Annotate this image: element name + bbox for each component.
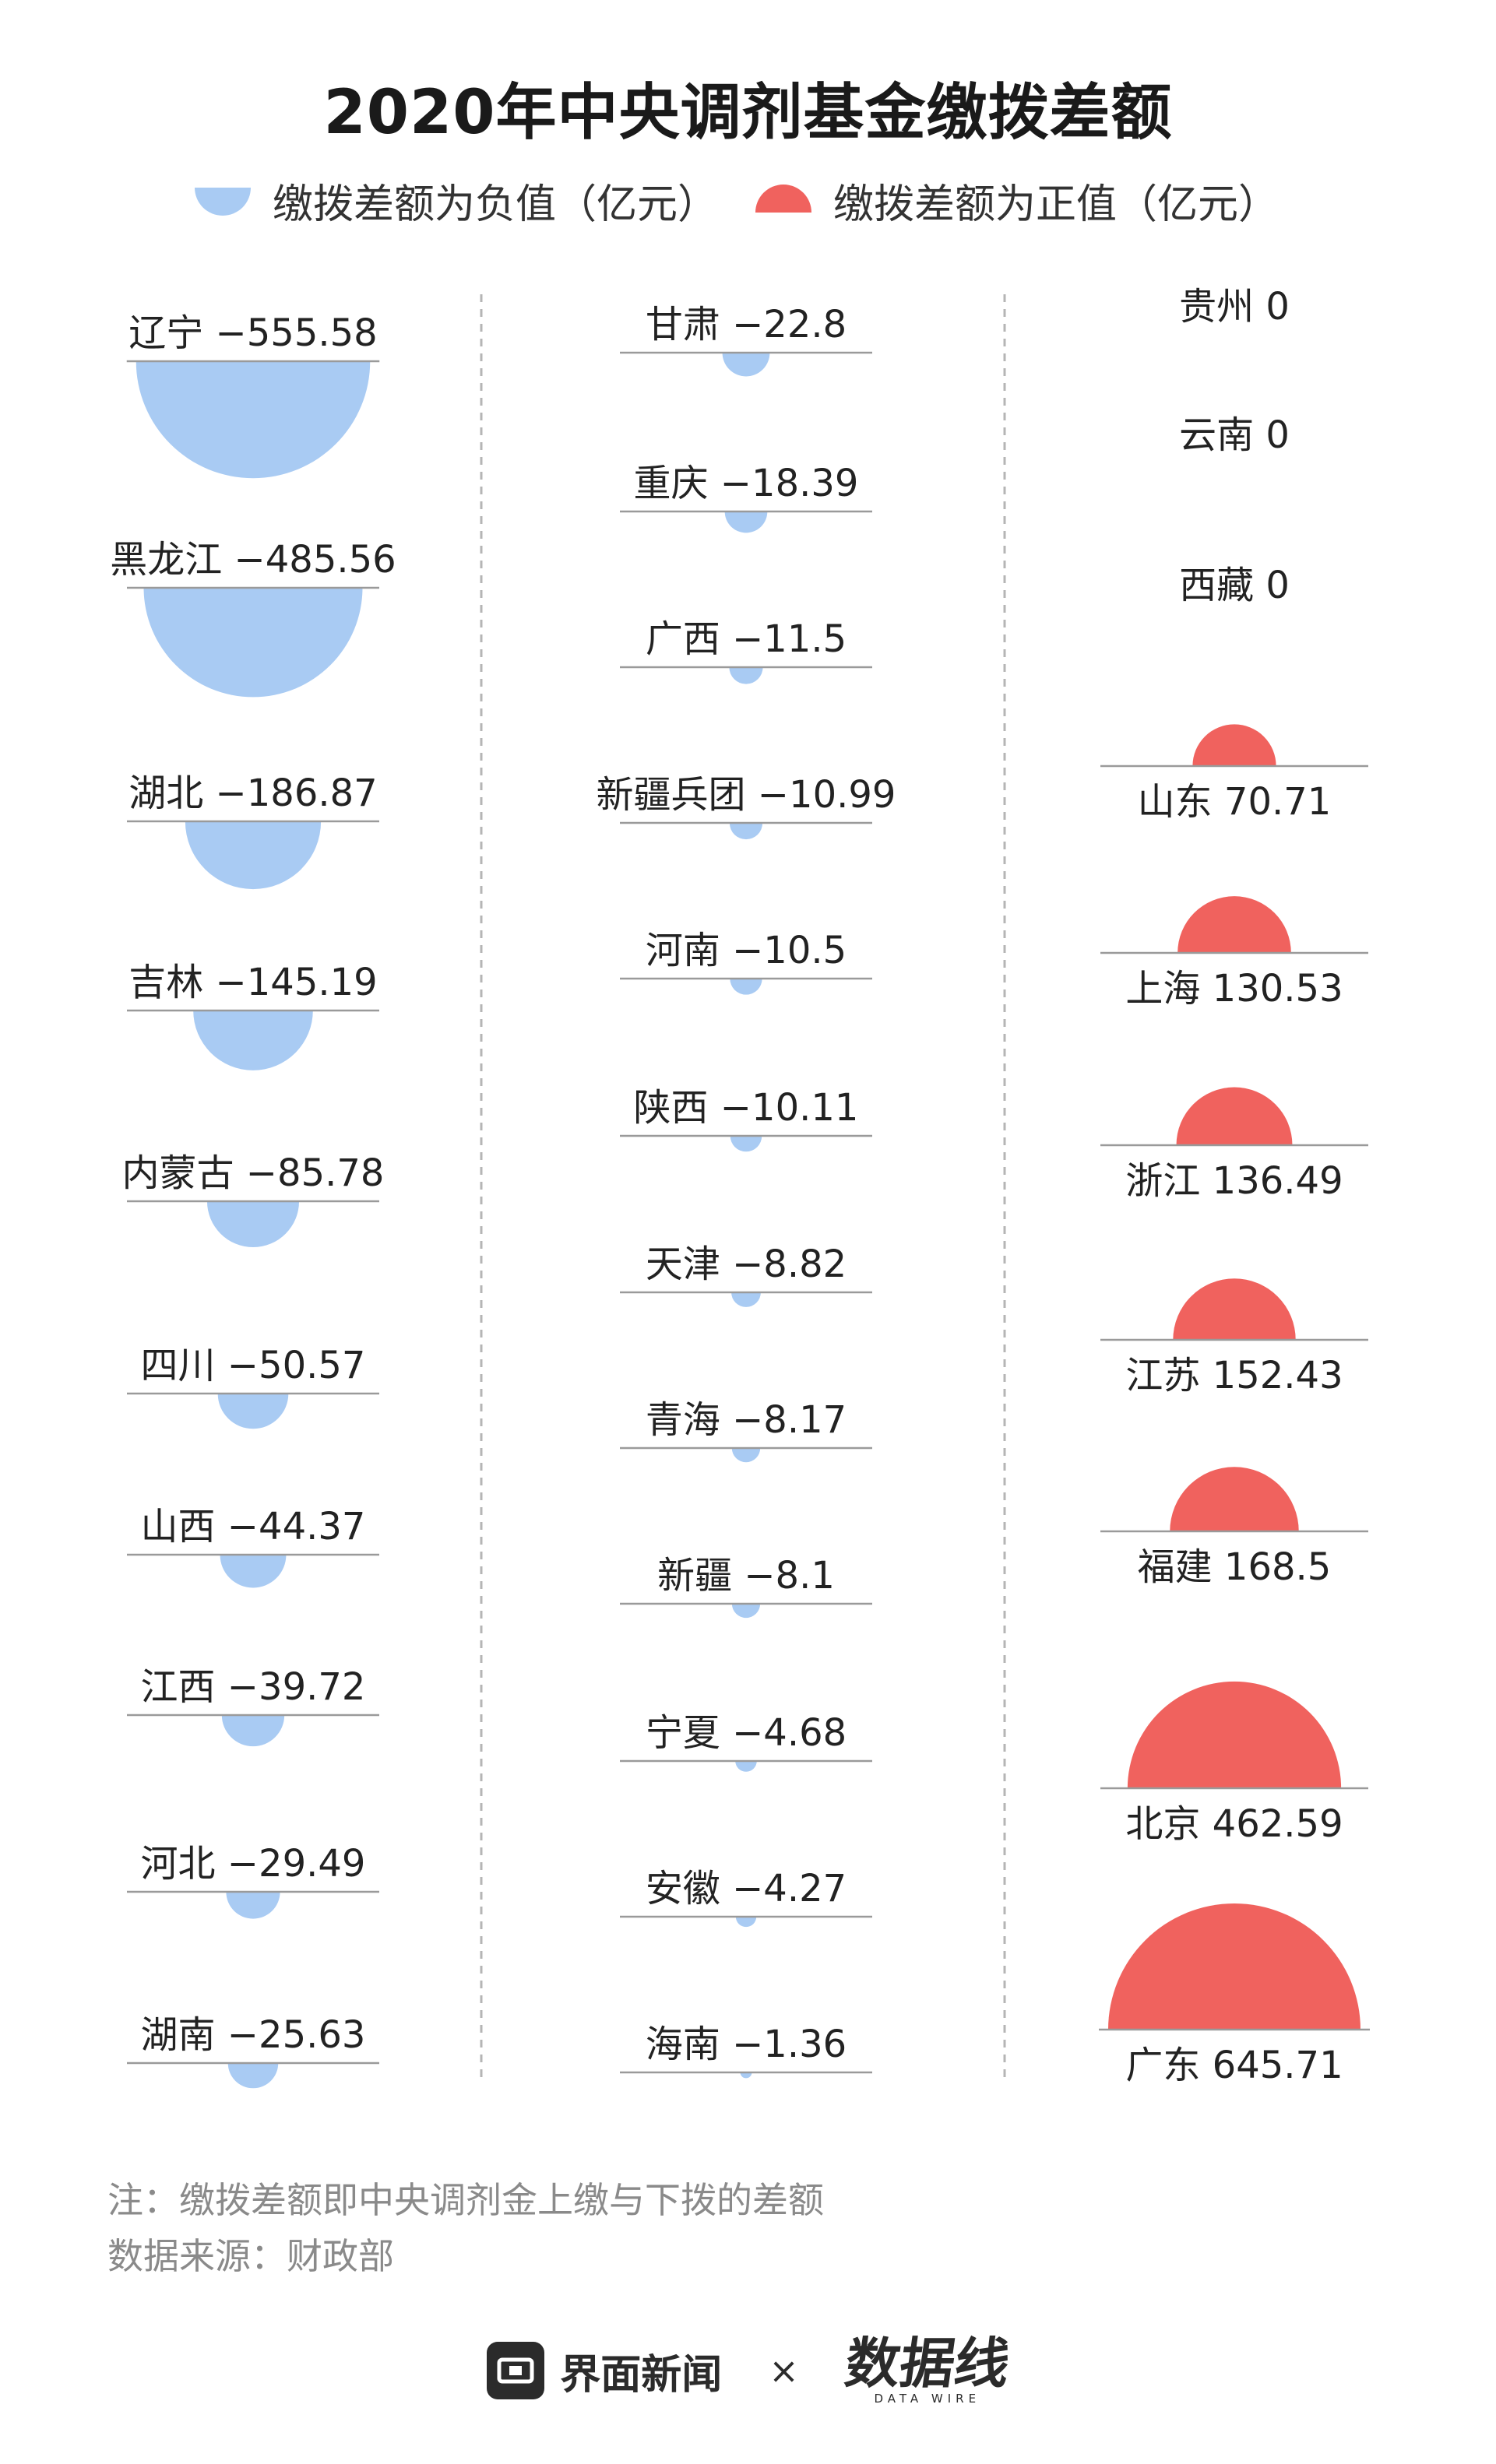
data-label: 江苏 152.43: [1125, 1354, 1343, 1397]
semicircle-negative: [731, 1292, 761, 1307]
data-label: 新疆兵团 −10.99: [597, 773, 896, 817]
semicircle-negative: [136, 361, 371, 479]
data-label: 海南 −1.36: [646, 2023, 847, 2066]
semicircle-negative: [206, 1201, 300, 1248]
data-label: 湖南 −25.63: [141, 2013, 366, 2057]
semicircle-negative: [226, 1892, 280, 1919]
data-label: 北京 462.59: [1125, 1802, 1343, 1846]
legend-positive: 缴拨差额为正值（亿元）: [754, 173, 1280, 228]
data-label: 河北 −29.49: [141, 1842, 366, 1886]
data-label: 青海 −8.17: [646, 1398, 847, 1442]
semicircle-positive: [1192, 724, 1276, 766]
footer: 界面新闻 × 数据线 DATA WIRE: [0, 2328, 1496, 2413]
legend-positive-label: 缴拨差额为正值（亿元）: [833, 181, 1280, 228]
semicircle-negative: [730, 1136, 762, 1152]
semicircle-negative: [221, 1715, 285, 1747]
data-label: 云南 0: [1179, 413, 1290, 457]
datawire-logo: 数据线 DATA WIRE: [841, 2332, 1014, 2406]
data-label: 内蒙古 −85.78: [122, 1151, 385, 1195]
data-label: 甘肃 −22.8: [646, 303, 847, 346]
semicircle-negative: [730, 979, 762, 995]
data-label: 浙江 136.49: [1125, 1159, 1343, 1203]
semicircle-negative: [724, 511, 768, 533]
data-label: 江西 −39.72: [141, 1665, 366, 1709]
data-source: 数据来源：财政部: [107, 2235, 394, 2277]
data-label: 福建 168.5: [1138, 1545, 1332, 1589]
data-label: 重庆 −18.39: [634, 462, 859, 505]
semicircle-negative: [731, 1448, 761, 1463]
data-label: 山东 70.71: [1138, 780, 1332, 824]
semicircle-negative: [735, 1761, 757, 1772]
semicircle-negative: [722, 353, 770, 377]
data-label: 吉林 −145.19: [128, 961, 377, 1004]
legend-negative-label: 缴拨差额为负值（亿元）: [273, 181, 719, 228]
semicircle-positive: [1170, 1467, 1299, 1531]
semicircle-negative: [740, 2072, 752, 2079]
semicircle-negative: [729, 667, 763, 684]
data-label: 贵州 0: [1179, 285, 1290, 329]
data-label: 宁夏 −4.68: [646, 1711, 847, 1755]
semicircle-positive: [1173, 1278, 1296, 1340]
semicircle-positive: [1108, 1903, 1360, 2030]
data-label: 四川 −50.57: [141, 1344, 366, 1387]
chart-note: 注：缴拨差额即中央调剂金上缴与下拨的差额: [107, 2179, 824, 2221]
data-label: 黑龙江 −485.56: [110, 538, 396, 582]
data-label: 广东 645.71: [1125, 2044, 1343, 2087]
data-label: 河南 −10.5: [646, 929, 847, 972]
semicircle-negative: [735, 1917, 757, 1928]
data-label: 广西 −11.5: [646, 617, 847, 661]
data-label: 湖北 −186.87: [128, 772, 377, 815]
data-label: 新疆 −8.1: [657, 1554, 835, 1598]
semicircle-chart: 辽宁 −555.58 黑龙江 −485.56 湖北 −186.87 吉林 −145.1…: [110, 285, 1370, 2089]
semicircle-negative: [217, 1394, 289, 1429]
semicircle-negative: [143, 588, 363, 698]
datawire-logo-text: 数据线: [841, 2332, 1014, 2395]
jiemian-logo-name: 界面新闻: [560, 2351, 723, 2399]
data-label: 陕西 −10.11: [634, 1086, 859, 1130]
semicircle-negative: [193, 1011, 313, 1070]
legend-negative-swatch: [195, 188, 251, 216]
jiemian-logo-icon: [487, 2342, 545, 2399]
data-label: 天津 −8.82: [646, 1243, 847, 1286]
data-label: 西藏 0: [1179, 564, 1290, 607]
semicircle-negative: [185, 821, 322, 890]
semicircle-positive: [1176, 1087, 1293, 1145]
data-label: 辽宁 −555.58: [128, 311, 377, 355]
data-label: 上海 130.53: [1125, 967, 1343, 1011]
legend-negative: 缴拨差额为负值（亿元）: [193, 173, 719, 228]
semicircle-negative: [227, 2063, 279, 2089]
semicircle-positive: [1177, 896, 1291, 953]
datawire-logo-sub: DATA WIRE: [874, 2392, 981, 2406]
semicircle-negative: [220, 1555, 287, 1588]
times-sign: ×: [769, 2350, 799, 2392]
legend-positive-swatch: [755, 185, 811, 213]
semicircle-negative: [731, 1604, 761, 1619]
chart-title: 2020年中央调剂基金缴拨差额: [323, 78, 1173, 148]
data-label: 山西 −44.37: [141, 1505, 366, 1548]
semicircle-positive: [1127, 1681, 1342, 1788]
data-label: 安徽 −4.27: [646, 1867, 847, 1910]
semicircle-negative: [729, 823, 763, 840]
